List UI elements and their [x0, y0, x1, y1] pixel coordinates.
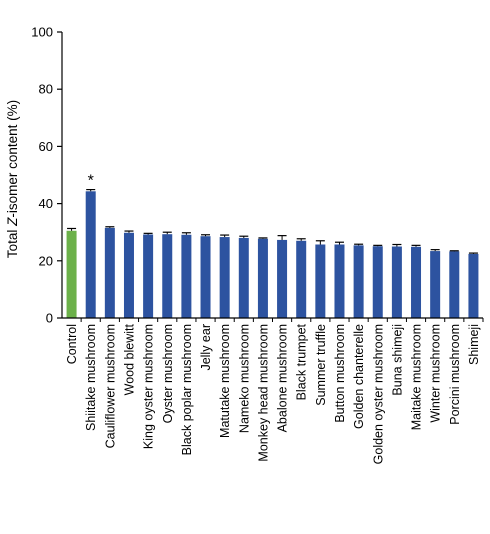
y-tick-label: 100 [31, 25, 53, 40]
category-label: Golden chanterelle [352, 324, 366, 429]
category-label: Wood blewitt [122, 323, 136, 395]
bar [66, 230, 77, 318]
bar [277, 239, 288, 318]
category-label: King oyster mushroom [142, 324, 156, 449]
y-ticks-layer: 0 20 40 60 80 100 [31, 25, 62, 326]
significance-marker: * [88, 173, 94, 190]
category-label: Buna shimeji [390, 324, 404, 396]
category-label: Winter mushroom [429, 324, 443, 423]
category-label: Golden oyster mushroom [371, 324, 385, 464]
bar [353, 245, 364, 318]
annotations-layer: * [88, 173, 94, 190]
category-label: Cauliflower mushroom [103, 324, 117, 448]
bar [238, 237, 249, 318]
error-bars-layer [67, 188, 478, 254]
category-label: Porcini mushroom [448, 324, 462, 425]
category-label: Matutake mushroom [218, 324, 232, 438]
y-tick-label: 40 [39, 196, 53, 211]
category-label: Jelly ear [199, 324, 213, 371]
bar [181, 234, 192, 318]
y-tick-label: 0 [46, 311, 53, 326]
category-label: Abalone mushroom [276, 324, 290, 432]
category-label: Monkey head mushroom [256, 324, 270, 462]
bar [430, 251, 441, 318]
category-label: Summer truffle [314, 324, 328, 406]
y-tick-label: 60 [39, 139, 53, 154]
bar [219, 237, 230, 318]
bar [372, 246, 383, 318]
y-tick-label: 80 [39, 82, 53, 97]
category-label: Black poplar mushroom [180, 324, 194, 455]
bar [449, 251, 460, 318]
bar [85, 191, 96, 318]
category-label: Maitake mushroom [410, 324, 424, 430]
y-axis-title: Total Z-isomer content (%) [5, 100, 20, 258]
category-label: Oyster mushroom [161, 324, 175, 423]
bar [315, 244, 326, 318]
bar [200, 236, 211, 318]
category-label: Shiitake mushroom [84, 324, 98, 431]
bar [123, 232, 134, 318]
bar [334, 244, 345, 318]
category-label: Button mushroom [333, 324, 347, 423]
bar [391, 246, 402, 318]
bar [411, 246, 422, 318]
bars-layer [66, 191, 479, 318]
bar [296, 240, 307, 318]
bar [162, 234, 173, 318]
bar [257, 238, 268, 318]
bar [468, 253, 479, 318]
category-label: Nameko mushroom [237, 324, 251, 433]
category-label: Black trumpet [295, 323, 309, 400]
category-label: Control [65, 324, 79, 364]
category-label: Shimeji [467, 324, 481, 365]
bar [143, 234, 154, 318]
category-labels-layer: Control Shiitake mushroom Cauliflower mush… [65, 318, 484, 464]
y-tick-label: 20 [39, 253, 53, 268]
bar [104, 227, 115, 318]
